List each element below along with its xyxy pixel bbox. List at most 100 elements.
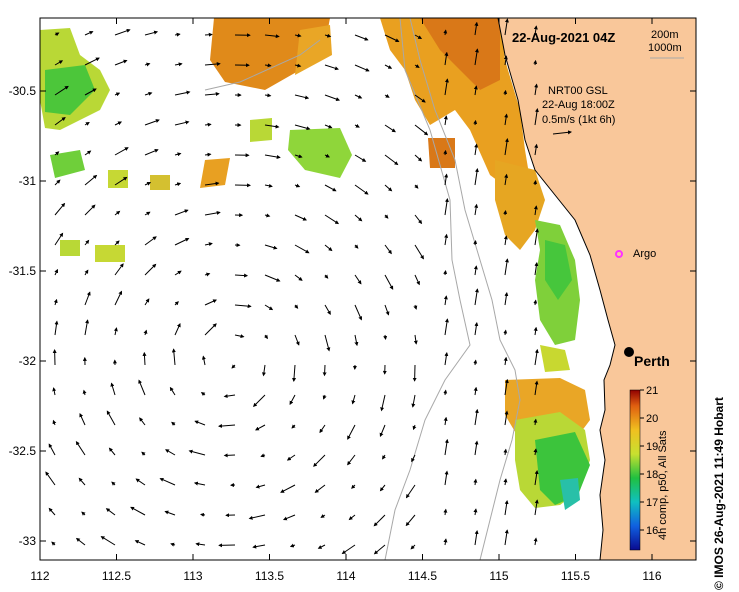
current-vector <box>443 270 448 276</box>
argo-marker <box>615 250 623 258</box>
current-vector <box>204 152 212 157</box>
current-vector <box>473 85 478 96</box>
current-vector <box>174 237 190 246</box>
current-vector <box>200 392 206 396</box>
current-vector <box>264 244 278 250</box>
current-vector <box>174 120 190 126</box>
current-vector <box>533 418 538 426</box>
current-vector <box>503 356 508 366</box>
current-vector <box>322 394 327 400</box>
argo-label: Argo <box>633 248 656 260</box>
x-tick-label: 115.5 <box>561 569 590 583</box>
current-vector <box>473 240 478 246</box>
sst-patch-south-cyan <box>560 478 580 510</box>
current-vector <box>534 470 539 486</box>
current-vector <box>504 138 509 156</box>
current-vector <box>264 213 271 218</box>
current-vector <box>474 322 479 336</box>
current-vector <box>503 89 508 96</box>
current-vector <box>54 202 66 216</box>
current-vector <box>139 417 146 426</box>
current-vector <box>81 511 86 516</box>
current-vector <box>474 288 479 306</box>
current-vector <box>52 387 57 396</box>
current-vector <box>443 416 448 426</box>
current-vector <box>414 244 424 260</box>
current-vector <box>79 412 86 426</box>
y-tick-label: -32.5 <box>9 444 37 458</box>
y-tick-label: -33 <box>19 534 37 548</box>
current-vector <box>351 394 356 405</box>
current-vector <box>503 478 508 486</box>
current-vector <box>204 32 213 37</box>
current-vector <box>144 30 159 36</box>
current-vector <box>291 424 296 429</box>
current-vector <box>53 298 58 306</box>
current-vector <box>414 214 423 225</box>
current-vector <box>294 214 308 221</box>
current-vector <box>354 274 362 285</box>
current-vector <box>474 203 479 216</box>
current-vector <box>324 64 339 71</box>
x-tick-label: 113 <box>183 569 202 583</box>
current-vector <box>264 63 272 68</box>
current-vector <box>379 424 386 438</box>
current-vector <box>159 477 176 486</box>
current-vector <box>143 329 148 336</box>
current-vector <box>114 240 120 246</box>
current-vector <box>54 85 69 96</box>
current-vector <box>54 60 64 66</box>
current-vector <box>114 92 121 97</box>
current-vector <box>534 83 539 96</box>
sst-patch-nw-core <box>45 65 95 115</box>
date-label: 22-Aug-2021 04Z <box>512 30 615 45</box>
contour-legend-1000m: 1000m <box>648 42 682 54</box>
current-vector <box>354 94 363 99</box>
current-vector <box>324 244 333 252</box>
current-vector <box>354 184 369 195</box>
current-vector <box>354 304 363 321</box>
current-vector <box>313 454 326 467</box>
contour-island <box>204 39 321 91</box>
current-vector <box>84 239 90 246</box>
current-vector <box>384 124 396 133</box>
current-vector <box>414 94 426 103</box>
current-vector <box>412 424 417 431</box>
current-vector <box>174 62 183 67</box>
current-vector <box>171 348 176 366</box>
current-vector <box>204 210 221 216</box>
current-vector <box>324 304 331 315</box>
current-vector <box>264 334 268 340</box>
current-vector <box>414 154 423 162</box>
x-tick-label: 112 <box>30 569 49 583</box>
current-vector <box>533 448 538 456</box>
current-vector <box>286 454 296 461</box>
current-vector <box>324 184 337 192</box>
current-vector <box>383 334 388 340</box>
current-vector <box>144 148 159 156</box>
current-vector <box>444 352 449 366</box>
current-vector <box>114 59 128 66</box>
current-vector <box>84 269 89 276</box>
current-vector <box>165 449 176 456</box>
colorbar <box>629 389 641 551</box>
current-vector <box>52 419 57 426</box>
colorbar-tick-label: 16 <box>646 525 658 537</box>
current-vector <box>324 274 329 279</box>
current-vector <box>414 124 429 136</box>
sst-patch-yellow-d <box>95 245 125 262</box>
current-vector <box>444 173 449 186</box>
current-vector <box>84 150 92 156</box>
current-vector <box>534 228 539 246</box>
current-vector <box>84 57 100 66</box>
current-vector <box>84 319 90 336</box>
current-vector <box>204 323 217 336</box>
current-vector <box>292 364 297 382</box>
current-vector <box>54 268 59 276</box>
current-vector <box>504 378 509 396</box>
current-vector <box>84 88 97 96</box>
current-vector <box>264 93 272 98</box>
current-vector <box>473 119 478 126</box>
x-tick-label: 114 <box>336 569 355 583</box>
current-vector <box>144 211 151 216</box>
